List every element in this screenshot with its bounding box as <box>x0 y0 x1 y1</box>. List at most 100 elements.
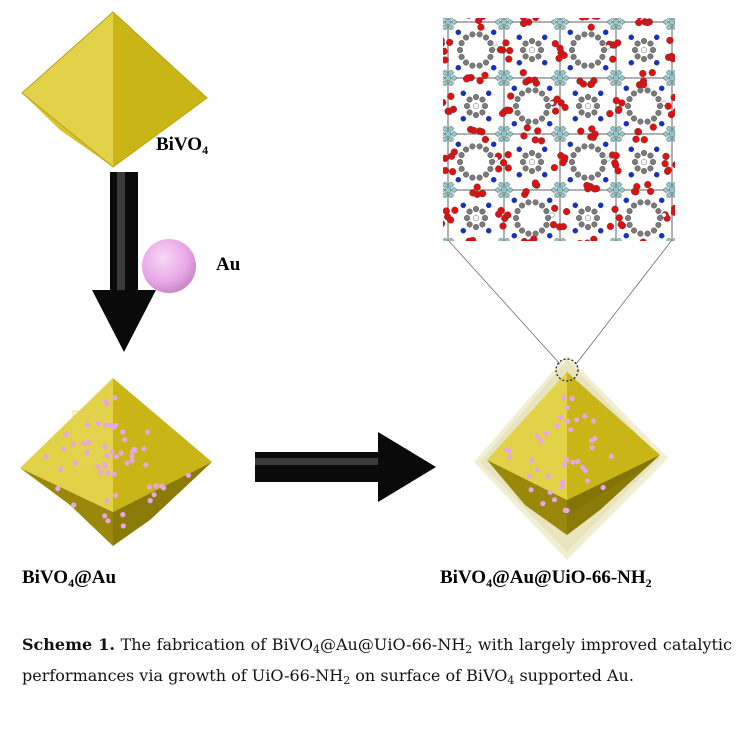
carbon-atom <box>483 146 490 153</box>
oxygen-atom <box>590 235 598 241</box>
nitrogen-atom <box>602 141 609 148</box>
carbon-atom <box>514 109 521 116</box>
zr-atom <box>504 70 510 76</box>
oxygen-atom <box>473 183 481 191</box>
oxygen-atom <box>531 136 539 144</box>
nitrogen-atom <box>623 85 630 92</box>
zr-atom <box>610 182 616 188</box>
oxygen-atom <box>633 183 641 191</box>
carbon-atom <box>651 115 658 122</box>
carbon-atom <box>644 230 651 237</box>
hydrogen-atom <box>493 156 499 162</box>
au-particle <box>528 487 534 493</box>
zr-atom <box>607 131 613 137</box>
nitrogen-atom <box>567 141 574 148</box>
au-particle <box>574 417 580 423</box>
zr-atom <box>610 18 616 20</box>
carbon-atom <box>581 62 588 69</box>
zr-atom <box>663 75 669 81</box>
nitrogen-atom <box>602 176 609 183</box>
oxygen-atom <box>478 128 486 136</box>
carbon-atom <box>578 109 585 116</box>
zr-atom <box>560 238 566 241</box>
au-particle <box>143 462 149 468</box>
carbon-atom <box>595 171 602 178</box>
oxygen-atom <box>443 47 448 55</box>
au-particle <box>112 395 118 401</box>
oxygen-atom <box>606 222 615 231</box>
zr-atom <box>448 80 454 86</box>
oxygen-atom <box>448 152 456 160</box>
carbon-atom <box>529 56 536 63</box>
au-particle <box>564 507 570 514</box>
zr-atom <box>610 126 616 132</box>
zr-atom <box>495 19 501 25</box>
carbon-atom <box>487 40 494 47</box>
carbon-atom <box>532 118 539 125</box>
oxygen-atom <box>612 96 620 105</box>
zr-atom <box>451 187 457 193</box>
nitrogen-atom <box>460 90 467 97</box>
carbon-atom <box>569 158 576 165</box>
zr-atom <box>448 192 454 198</box>
nitrogen-atom <box>485 227 492 234</box>
carbon-atom <box>651 227 658 234</box>
zr-atom <box>672 238 675 241</box>
zr-atom <box>563 187 569 193</box>
zr-atom <box>504 192 510 198</box>
carbon-atom <box>594 102 601 109</box>
zr-atom <box>672 80 675 86</box>
nitrogen-atom <box>490 64 497 71</box>
zr-atom <box>666 238 672 241</box>
nitrogen-atom <box>623 197 630 204</box>
zr-atom <box>554 126 560 132</box>
nitrogen-atom <box>572 227 579 234</box>
zr-atom <box>619 75 625 81</box>
carbon-atom <box>585 93 592 100</box>
oxygen-atom <box>520 132 528 140</box>
zr-atom <box>607 75 613 81</box>
oxygen-atom <box>519 18 527 21</box>
zr-atom <box>504 136 510 142</box>
nitrogen-atom <box>602 64 609 71</box>
oxygen-atom <box>497 206 505 215</box>
oxygen-atom <box>670 208 675 216</box>
au-particle <box>561 462 567 468</box>
zr-atom <box>449 249 454 254</box>
au-particle <box>111 471 117 477</box>
zr-atom <box>556 130 564 138</box>
zr-atom <box>676 76 681 81</box>
au-particle <box>84 450 90 456</box>
zr-atom <box>498 70 504 76</box>
carbon-atom <box>594 214 601 221</box>
carbon-atom <box>483 171 490 178</box>
oxygen-atom <box>636 18 643 20</box>
zr-atom <box>561 249 566 254</box>
zr-atom <box>607 187 613 193</box>
oxygen-atom <box>477 23 485 31</box>
zr-atom <box>676 188 681 193</box>
oxygen-atom <box>648 68 656 77</box>
carbon-atom <box>655 109 662 116</box>
zr-atom <box>666 192 672 198</box>
oxygen-atom <box>443 37 445 44</box>
carbon-atom <box>543 221 550 228</box>
zr-atom <box>448 24 454 30</box>
zr-atom <box>504 80 510 86</box>
carbon-atom <box>632 47 639 54</box>
oxygen-atom <box>534 127 542 135</box>
zr-atom <box>498 24 504 30</box>
label-bivo4-au: BiVO4@Au <box>22 567 117 590</box>
carbon-atom <box>599 152 606 159</box>
oxygen-atom <box>639 238 647 241</box>
zr-atom <box>619 19 625 25</box>
zr-atom <box>443 18 448 20</box>
au-particle <box>58 466 64 472</box>
zr-atom <box>444 18 452 26</box>
zr-atom <box>451 131 457 137</box>
nitrogen-atom <box>485 115 492 122</box>
oxygen-atom <box>479 18 486 20</box>
nitrogen-atom <box>628 34 635 41</box>
carbon-atom <box>522 165 529 172</box>
hydrogen-atom <box>585 214 592 221</box>
